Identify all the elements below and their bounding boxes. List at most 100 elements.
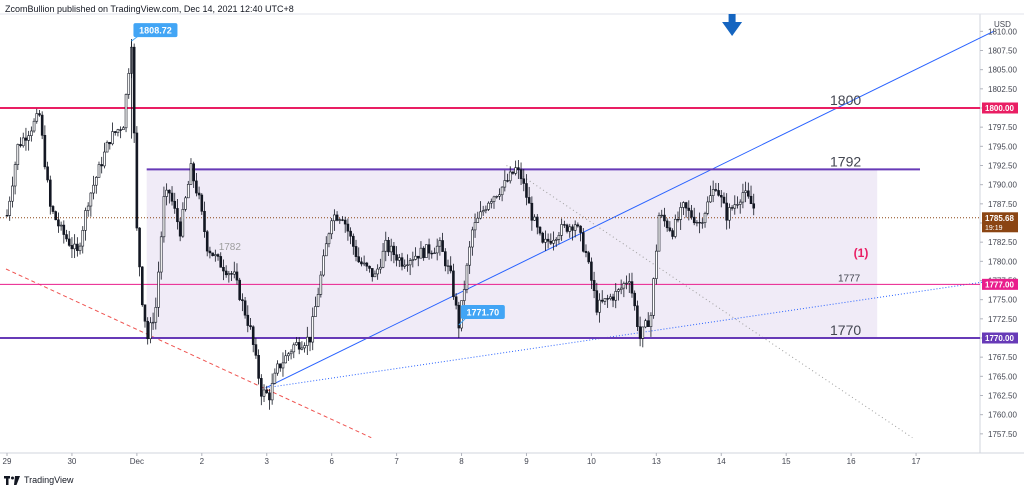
candle-body: [422, 247, 425, 258]
candle-body: [573, 224, 577, 231]
candle-body: [435, 245, 439, 254]
candle-body: [273, 372, 277, 384]
candle-body: [511, 171, 515, 174]
candle-body: [500, 186, 504, 196]
candle-body: [744, 190, 747, 193]
candle-body: [592, 280, 596, 291]
candle-body: [24, 137, 28, 141]
candle-body: [576, 224, 580, 227]
y-tick-label: 1765.00: [988, 372, 1017, 381]
axis-tag-1777-bg: [982, 278, 1018, 290]
x-tick-label: 3: [265, 457, 270, 466]
level-label-1800: 1800: [830, 92, 861, 108]
candle-body: [581, 232, 585, 252]
candle-body: [289, 351, 293, 355]
candle-body: [644, 320, 647, 328]
x-tick-label: 2: [200, 457, 205, 466]
candle-body: [546, 238, 550, 242]
candle-body: [387, 239, 390, 253]
current-price-tag-bg: [982, 212, 1018, 233]
candle-body: [162, 196, 166, 238]
candle-body: [178, 221, 182, 237]
down-arrow-icon[interactable]: [722, 14, 743, 36]
candle-body: [655, 250, 658, 279]
candle-body: [752, 203, 756, 209]
candle-body: [27, 135, 30, 141]
trendline-dotted-gray-3[interactable]: [506, 165, 913, 439]
callout-box[interactable]: [133, 23, 178, 38]
callout-box[interactable]: [460, 304, 505, 319]
current-price-tag: 1785.68: [985, 214, 1014, 223]
candle-body: [508, 171, 512, 182]
y-tick-label: 1802.50: [988, 85, 1017, 94]
x-tick-label: 29: [3, 457, 12, 466]
range-box[interactable]: [146, 169, 878, 338]
candle-body: [170, 192, 174, 202]
candle-body: [54, 211, 58, 221]
candle-body: [108, 141, 112, 145]
candle-body: [184, 197, 187, 210]
tradingview-footer[interactable]: TradingView: [4, 475, 74, 485]
candle-body: [538, 226, 542, 234]
x-tick-label: 15: [782, 457, 791, 466]
x-tick-label: 13: [652, 457, 661, 466]
candle-body: [698, 221, 701, 224]
candle-body: [260, 378, 263, 397]
candle-body: [186, 184, 190, 199]
candle-body: [652, 278, 655, 316]
wave-label: (1): [854, 246, 869, 260]
candle-body: [584, 250, 588, 253]
candle-body: [722, 196, 726, 204]
candle-body: [706, 201, 710, 214]
y-tick-label: 1772.50: [988, 315, 1017, 324]
candle-body: [322, 255, 325, 276]
candle-body: [619, 287, 623, 290]
x-tick-label: 17: [912, 457, 921, 466]
candle-body: [81, 230, 85, 247]
candle-body: [232, 271, 236, 275]
candle-body: [443, 251, 447, 267]
candle-body: [281, 362, 285, 369]
candle-body: [603, 298, 607, 302]
candle-body: [316, 294, 320, 307]
candle-body: [733, 204, 737, 209]
candle-body: [122, 127, 125, 131]
candle-body: [630, 281, 634, 294]
x-tick-label: 16: [847, 457, 856, 466]
candle-body: [376, 268, 379, 275]
candle-body: [433, 252, 436, 255]
candle-body: [119, 129, 122, 131]
candle-body: [503, 180, 507, 188]
candle-body: [216, 254, 220, 257]
candle-body: [241, 299, 244, 302]
candle-body: [741, 192, 745, 203]
x-tick-label: 30: [67, 457, 76, 466]
x-tick-label: 6: [329, 457, 334, 466]
x-tick-label: 14: [717, 457, 726, 466]
candle-body: [368, 265, 371, 269]
trendline-solid-0[interactable]: [265, 30, 994, 389]
candle-body: [352, 235, 355, 247]
candle-body: [725, 202, 728, 221]
y-tick-label: 1792.50: [988, 162, 1017, 171]
candle-body: [349, 230, 352, 237]
candle-body: [224, 270, 228, 276]
candle-body: [679, 207, 682, 220]
candle-body: [127, 73, 131, 95]
candle-body: [19, 144, 22, 147]
candle-body: [140, 266, 144, 306]
candle-body: [392, 245, 396, 256]
candle-body: [495, 195, 499, 198]
candle-body: [625, 282, 628, 285]
candle-body: [600, 299, 604, 302]
candle-body: [747, 190, 750, 197]
candle-body: [362, 262, 366, 265]
candle-body: [78, 245, 82, 251]
candle-body: [552, 239, 555, 244]
candle-body: [360, 261, 363, 265]
candle-body: [211, 252, 214, 257]
candle-body: [227, 273, 231, 276]
axis-tag-1770: 1770.00: [985, 334, 1014, 343]
